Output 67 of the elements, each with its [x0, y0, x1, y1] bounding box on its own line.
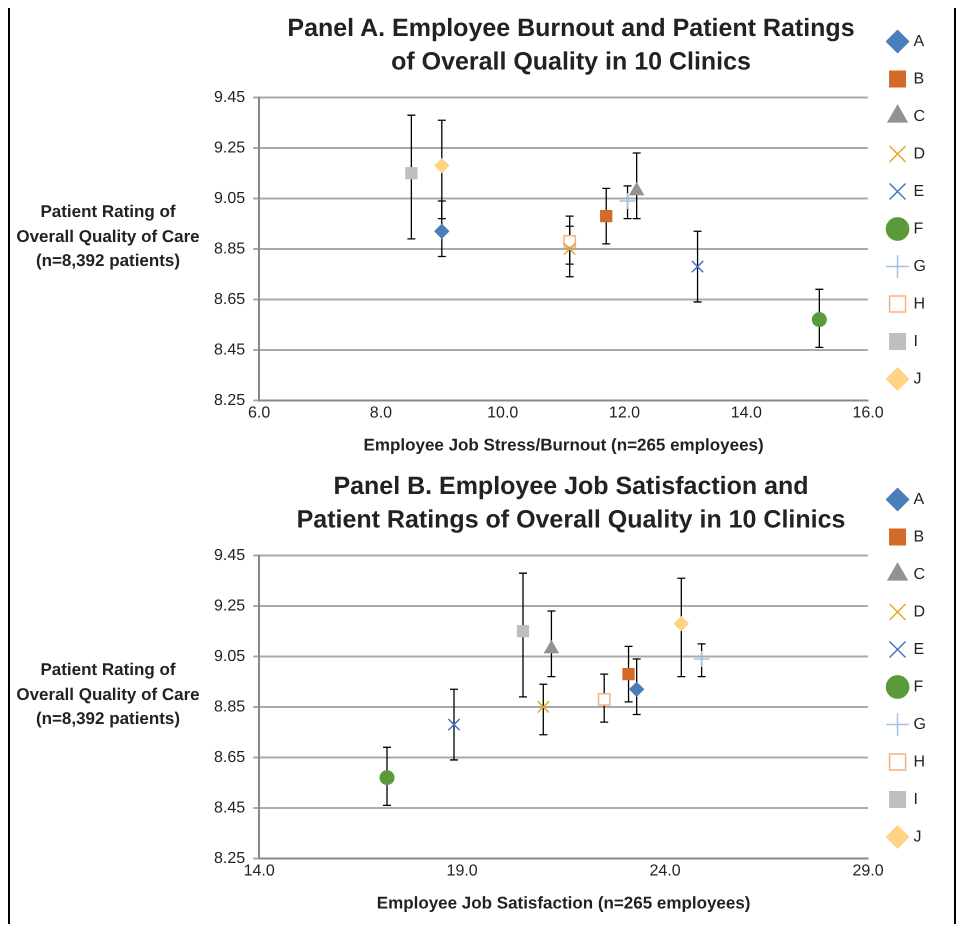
- legend-label: J: [914, 828, 922, 846]
- legend-label: G: [914, 258, 926, 275]
- x-tick-label: 10.0: [487, 404, 518, 422]
- y-tick-label: 9.45: [214, 88, 246, 106]
- chart-title: Panel A. Employee Burnout and Patient Ratings of Overall Quality in 10 Clinics: [287, 14, 855, 76]
- point: [598, 692, 611, 706]
- x-tick-label: 8.0: [370, 404, 392, 422]
- point: [629, 682, 644, 697]
- y-tick-label: 8.25: [214, 850, 246, 867]
- legend-label: F: [914, 220, 924, 238]
- point: [448, 718, 460, 732]
- legend-label: I: [914, 790, 918, 808]
- x-tick-label: 12.0: [608, 404, 640, 422]
- legend-label: B: [914, 528, 924, 546]
- legend-label: H: [914, 753, 926, 770]
- chart-title: Panel B. Employee Job Satisfaction and Patient Ratings of Overall Quality in 10 Clinics: [296, 472, 846, 534]
- x-tick-label: 24.0: [650, 862, 681, 880]
- y-tick-label: 9.05: [214, 648, 246, 665]
- y-tick-label: 8.65: [214, 290, 246, 308]
- x-tick-label: 6.0: [248, 404, 270, 422]
- legend-label: E: [914, 182, 924, 200]
- legend-label: H: [914, 295, 926, 312]
- point: [405, 167, 418, 180]
- y-tick-label: 8.65: [214, 748, 246, 766]
- y-tick-label: 9.25: [214, 597, 246, 614]
- y-tick-label: 9.25: [214, 139, 246, 156]
- x-axis-title: Employee Job Satisfaction (n=265 employees): [376, 893, 750, 912]
- legend-label: F: [914, 678, 924, 696]
- legend-label: D: [914, 603, 926, 620]
- x-tick-label: 14.0: [244, 862, 275, 880]
- point: [434, 158, 450, 174]
- legend-label: A: [914, 32, 925, 50]
- legend-label: I: [914, 332, 918, 350]
- y-tick-label: 8.85: [214, 240, 246, 258]
- legend-label: C: [914, 108, 926, 125]
- legend-label: G: [914, 716, 926, 733]
- x-tick-label: 29.0: [852, 862, 884, 880]
- point: [600, 210, 612, 222]
- point: [434, 224, 450, 239]
- x-tick-label: 16.0: [852, 404, 884, 422]
- point: [563, 242, 576, 256]
- x-tick-label: 19.0: [446, 862, 478, 880]
- legend-label: E: [914, 640, 924, 658]
- legend-label: D: [914, 145, 926, 162]
- point: [674, 616, 689, 632]
- y-tick-label: 9.45: [214, 546, 246, 564]
- point: [516, 625, 530, 638]
- point: [536, 700, 550, 714]
- legend-label: B: [914, 70, 924, 88]
- point: [622, 668, 635, 680]
- point: [380, 770, 395, 786]
- point: [812, 312, 827, 328]
- legend-label: A: [914, 490, 925, 508]
- legend-label: C: [914, 566, 926, 583]
- x-axis-title: Employee Job Stress/Burnout (n=265 employees): [364, 435, 764, 454]
- point: [692, 650, 710, 668]
- legend-label: J: [914, 370, 922, 388]
- y-axis-title: Patient Rating of Overall Quality of Care (n=8,392 patients): [15, 201, 201, 272]
- point: [691, 260, 704, 274]
- y-tick-label: 8.85: [214, 698, 246, 716]
- x-tick-label: 14.0: [730, 404, 762, 422]
- y-axis-title: Patient Rating of Overall Quality of Care (n=8,392 patients): [15, 659, 201, 730]
- y-tick-label: 8.25: [214, 392, 246, 409]
- y-tick-label: 8.45: [214, 799, 246, 816]
- y-tick-label: 8.45: [214, 341, 246, 358]
- point: [618, 192, 636, 210]
- y-tick-label: 9.05: [214, 190, 246, 207]
